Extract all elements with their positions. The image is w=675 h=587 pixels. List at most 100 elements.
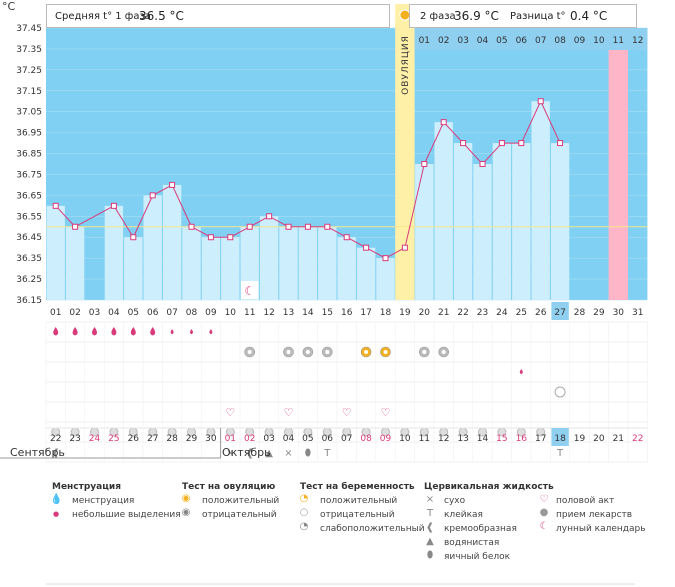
cycle-day-label: 28 — [574, 308, 586, 318]
phase2-value: 36.9 °C — [454, 9, 499, 23]
temperature-line-segment — [346, 236, 367, 249]
heart-icon: ♡ — [381, 406, 391, 419]
cycle-day-label: 03 — [89, 308, 100, 318]
highlight-column — [608, 28, 628, 300]
moon-icon: ☾ — [244, 284, 255, 298]
phase2-day-number: 03 — [457, 36, 468, 46]
cycle-day-label: 26 — [535, 308, 547, 318]
phase2-day-number: 07 — [535, 36, 546, 46]
cycle-day-label: 02 — [69, 308, 80, 318]
phase2-day-number: 05 — [496, 36, 507, 46]
temperature-line-segment — [171, 184, 192, 227]
watery-icon: ▲ — [426, 536, 434, 547]
legend-pregtest-title: Тест на беременность — [300, 482, 415, 492]
ovtest-center — [383, 350, 388, 354]
calendar-day-label: 01 — [225, 434, 236, 444]
cycle-day-label: 15 — [322, 308, 333, 318]
calendar-day-label: 24 — [89, 434, 101, 444]
temperature-bar — [259, 216, 279, 300]
cycle-day-label: 08 — [186, 308, 198, 318]
temperature-line-segment — [132, 195, 154, 238]
ovtest-positive-icon: ◉ — [181, 493, 191, 504]
dry-icon: × — [425, 494, 435, 505]
y-tick-label: 36.25 — [16, 275, 42, 285]
phase2-day-number: 02 — [438, 36, 449, 46]
legend-pregtest-negative: отрицательный — [320, 510, 395, 520]
temperature-bar — [124, 237, 143, 300]
temperature-bar — [182, 226, 201, 300]
ovtest-center — [441, 350, 446, 354]
creamy-icon: ❰ — [425, 522, 435, 533]
temperature-bar — [453, 143, 473, 300]
month-october: Октябрь — [222, 446, 271, 459]
legend-cervical-title: Цервикальная жидкость — [424, 482, 554, 492]
temperature-line-segment — [152, 184, 173, 196]
temperature-line-segment — [520, 101, 542, 144]
legend-watery: водянистая — [444, 538, 500, 548]
temperature-point — [72, 223, 79, 230]
temperature-bar — [201, 237, 221, 300]
menstruation-drop-icon — [130, 327, 136, 336]
temperature-line-segment — [462, 142, 483, 165]
menstruation-drop-icon — [190, 329, 193, 335]
heart-icon: ♡ — [342, 406, 352, 419]
cycle-day-label: 31 — [632, 308, 643, 318]
y-tick-label: 36.65 — [16, 191, 42, 201]
calendar-day-label: 26 — [128, 434, 140, 444]
y-tick-label: 36.75 — [16, 170, 42, 180]
temperature-point — [188, 223, 195, 230]
dry-icon: × — [284, 448, 292, 459]
temperature-line-segment — [327, 226, 347, 238]
y-tick-label: 37.45 — [16, 24, 42, 34]
temperature-bar — [104, 205, 124, 300]
cycle-day-label: 06 — [147, 308, 159, 318]
sticky-icon: Т — [426, 508, 434, 519]
legend-sticky: клейкая — [444, 510, 483, 520]
cycle-day-label: 29 — [593, 308, 605, 318]
pill-icon: ● — [539, 507, 549, 518]
diff-label: Разница t° — [510, 11, 566, 22]
phase2-label: 2 фаза — [420, 11, 456, 22]
ovtest-center — [286, 350, 291, 354]
pregtest-negative-icon: ○ — [299, 507, 309, 518]
spotting-icon: ● — [52, 510, 60, 518]
cycle-day-label: 17 — [360, 308, 371, 318]
temperature-line-segment — [443, 121, 464, 144]
calendar-day-label: 14 — [477, 434, 489, 444]
pregtest-negative-icon — [554, 386, 566, 398]
calendar-day-label: 12 — [438, 434, 449, 444]
temperature-bar — [492, 143, 512, 300]
heart-icon: ♡ — [284, 406, 294, 419]
ovtest-center — [305, 350, 310, 354]
phase2-day-number: 11 — [613, 36, 624, 46]
temperature-line-segment — [540, 101, 561, 144]
temperature-line-segment — [385, 247, 406, 259]
temperature-bar — [550, 143, 570, 300]
legend-eggwhite: яичный белок — [444, 552, 511, 562]
current-date-box — [551, 428, 569, 446]
temperature-point — [149, 192, 156, 199]
temperature-line-segment — [249, 215, 270, 228]
menstruation-drop-icon — [72, 327, 78, 336]
cycle-day-label: 24 — [496, 308, 508, 318]
calendar-day-label: 23 — [69, 434, 80, 444]
legend-spotting-item: небольшие выделения — [72, 510, 181, 520]
temperature-line-segment — [113, 205, 134, 238]
legend-ovtest-negative: отрицательный — [202, 510, 277, 520]
calendar-day-label: 02 — [244, 434, 255, 444]
temperature-bar — [415, 164, 434, 300]
cycle-day-label: 20 — [419, 308, 431, 318]
cycle-day-label: 18 — [380, 308, 392, 318]
water-icon: ▲ — [265, 448, 273, 459]
phase2-day-number: 08 — [554, 36, 566, 46]
temperature-bar — [65, 226, 85, 300]
current-day-box — [551, 302, 569, 320]
temperature-point — [557, 140, 564, 147]
calendar-day-label: 19 — [574, 434, 586, 444]
calendar-day-label: 03 — [263, 434, 274, 444]
cycle-day-label: 04 — [108, 308, 120, 318]
month-september: Сентябрь — [10, 446, 65, 459]
eggwhite-icon: ⬮ — [426, 550, 434, 561]
diff-value: 0.4 °C — [570, 9, 608, 23]
pregtest-weak-icon: ◔ — [299, 521, 309, 532]
